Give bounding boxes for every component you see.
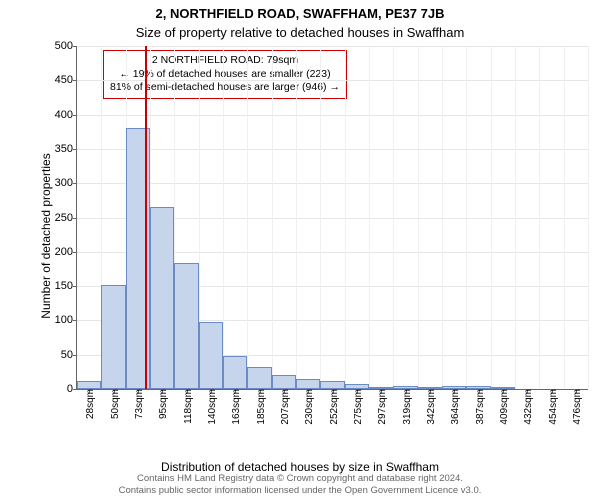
histogram-bar xyxy=(272,375,296,389)
annotation-box: 2 NORTHFIELD ROAD: 79sqm ← 19% of detach… xyxy=(103,50,347,99)
y-tick-label: 50 xyxy=(61,349,77,361)
x-tick-label: 185sqm xyxy=(256,389,267,425)
x-tick-label: 140sqm xyxy=(207,389,218,425)
x-tick-label: 118sqm xyxy=(183,389,194,424)
histogram-bar xyxy=(199,322,223,389)
histogram-bar xyxy=(77,381,101,389)
reference-line xyxy=(145,46,147,389)
gridline-h xyxy=(77,46,588,47)
y-tick-label: 0 xyxy=(67,383,77,395)
histogram-bar xyxy=(174,263,198,389)
y-tick-label: 100 xyxy=(55,314,77,326)
x-tick-label: 28sqm xyxy=(85,389,96,419)
gridline-v xyxy=(247,46,248,389)
x-tick-label: 275sqm xyxy=(353,389,364,425)
gridline-v xyxy=(588,46,589,389)
x-tick-label: 73sqm xyxy=(134,389,145,419)
gridline-v xyxy=(223,46,224,389)
y-tick-label: 150 xyxy=(55,280,77,292)
y-tick-label: 450 xyxy=(55,74,77,86)
plot-area: 2 NORTHFIELD ROAD: 79sqm ← 19% of detach… xyxy=(76,46,588,390)
y-tick-label: 200 xyxy=(55,246,77,258)
x-tick-label: 95sqm xyxy=(158,389,169,419)
y-tick-label: 500 xyxy=(55,40,77,52)
x-tick-label: 163sqm xyxy=(231,389,242,425)
gridline-v xyxy=(466,46,467,389)
gridline-v xyxy=(272,46,273,389)
y-axis-label: Number of detached properties xyxy=(39,153,53,318)
x-tick-label: 230sqm xyxy=(304,389,315,425)
gridline-v xyxy=(296,46,297,389)
gridline-v xyxy=(539,46,540,389)
gridline-v xyxy=(369,46,370,389)
footer-attribution: Contains HM Land Registry data © Crown c… xyxy=(0,473,600,497)
gridline-h xyxy=(77,183,588,184)
footer-line1: Contains HM Land Registry data © Crown c… xyxy=(0,473,600,485)
y-tick-label: 300 xyxy=(55,177,77,189)
gridline-h xyxy=(77,115,588,116)
gridline-v xyxy=(442,46,443,389)
gridline-v xyxy=(393,46,394,389)
x-tick-label: 207sqm xyxy=(280,389,291,425)
gridline-h xyxy=(77,149,588,150)
x-tick-label: 476sqm xyxy=(572,389,583,425)
y-tick-label: 400 xyxy=(55,109,77,121)
histogram-bar xyxy=(296,379,320,389)
x-tick-label: 409sqm xyxy=(499,389,510,425)
x-tick-label: 432sqm xyxy=(523,389,534,425)
x-tick-label: 252sqm xyxy=(329,389,340,425)
gridline-v xyxy=(345,46,346,389)
y-tick-label: 350 xyxy=(55,143,77,155)
x-tick-label: 297sqm xyxy=(377,389,388,425)
x-tick-label: 50sqm xyxy=(110,389,121,419)
gridline-v xyxy=(320,46,321,389)
gridline-v xyxy=(491,46,492,389)
gridline-h xyxy=(77,80,588,81)
footer-line2: Contains public sector information licen… xyxy=(0,485,600,497)
x-tick-label: 454sqm xyxy=(548,389,559,425)
y-tick-label: 250 xyxy=(55,212,77,224)
gridline-v xyxy=(564,46,565,389)
histogram-bar xyxy=(320,381,344,389)
page-title: 2, NORTHFIELD ROAD, SWAFFHAM, PE37 7JB xyxy=(0,0,600,21)
histogram-bar xyxy=(101,285,125,389)
chart-container: Number of detached properties 2 NORTHFIE… xyxy=(38,46,588,426)
x-tick-label: 319sqm xyxy=(402,389,413,425)
histogram-bar xyxy=(223,356,247,389)
x-axis-label: Distribution of detached houses by size … xyxy=(0,460,600,474)
gridline-v xyxy=(515,46,516,389)
x-tick-label: 342sqm xyxy=(426,389,437,425)
gridline-v xyxy=(418,46,419,389)
x-tick-label: 364sqm xyxy=(450,389,461,425)
chart-subtitle: Size of property relative to detached ho… xyxy=(0,21,600,44)
histogram-bar xyxy=(150,207,174,389)
histogram-bar xyxy=(247,367,271,389)
x-tick-label: 387sqm xyxy=(475,389,486,425)
